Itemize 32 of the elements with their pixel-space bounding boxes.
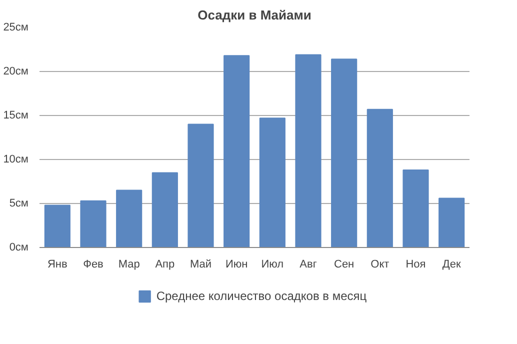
y-tick-label: 25см (3, 22, 29, 34)
x-tick-label: Апр (155, 258, 175, 270)
bar (402, 170, 429, 248)
x-tick-label: Сен (334, 258, 354, 270)
bar (44, 204, 70, 248)
bar (224, 55, 250, 248)
x-tick-label: Июл (261, 258, 284, 270)
bar (438, 198, 465, 248)
x-tick-label: Дек (442, 258, 461, 270)
chart-title: Осадки в Майами (198, 8, 312, 22)
y-tick-label: 10см (3, 154, 29, 166)
x-tick-label: Янв (47, 258, 68, 270)
x-tick-label: Окт (370, 258, 390, 270)
y-tick-label: 0см (9, 242, 29, 254)
y-tick-label: 5см (9, 198, 29, 210)
bar (152, 172, 178, 248)
legend-label: Среднее количество осадков в месяц (156, 288, 367, 302)
x-tick-label: Мар (118, 258, 140, 270)
y-tick-label: 15см (3, 110, 29, 122)
bar (80, 200, 106, 248)
x-tick-label: Май (190, 258, 212, 270)
x-tick-label: Авг (300, 258, 317, 270)
bar (366, 108, 393, 248)
x-tick-label: Ноя (406, 258, 426, 270)
bar (116, 190, 142, 248)
bar (188, 124, 214, 248)
bar (259, 118, 286, 248)
x-tick-label: Фев (83, 258, 104, 270)
x-tick-label: Июн (225, 258, 248, 270)
y-tick-label: 20см (3, 66, 29, 78)
bar (295, 54, 322, 248)
bar (331, 58, 358, 248)
